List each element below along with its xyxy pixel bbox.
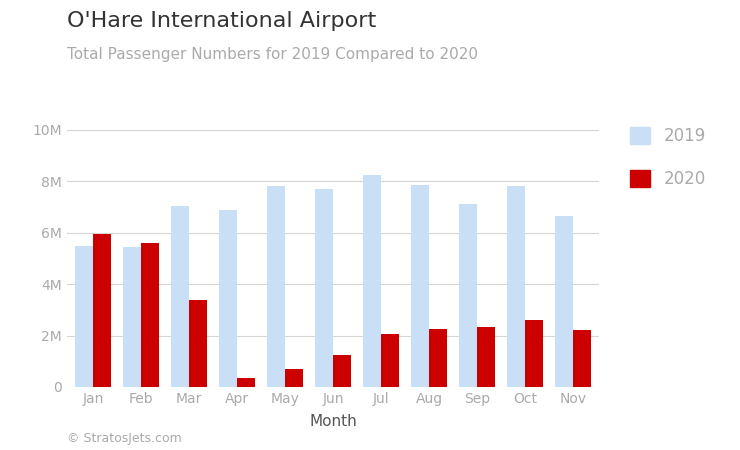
Bar [525,320,543,387]
Bar [429,329,447,387]
Bar [285,369,303,387]
Bar [314,189,333,387]
Bar [189,300,207,387]
Bar [75,246,93,387]
Bar [93,234,111,387]
Bar [141,243,159,387]
Bar [123,247,141,387]
Bar [411,185,429,387]
Bar [381,334,400,387]
Text: O'Hare International Airport: O'Hare International Airport [67,11,376,31]
Bar [507,186,525,387]
Bar [237,378,255,387]
Bar [459,204,477,387]
X-axis label: Month: Month [309,414,357,429]
Text: Total Passenger Numbers for 2019 Compared to 2020: Total Passenger Numbers for 2019 Compare… [67,47,477,62]
Bar [555,216,573,387]
Bar [333,355,352,387]
Bar [171,206,189,387]
Bar [219,210,237,387]
Bar [363,175,381,387]
Bar [477,327,495,387]
Bar [573,330,591,387]
Bar [266,186,285,387]
Text: © StratosJets.com: © StratosJets.com [67,432,181,445]
Legend: 2019, 2020: 2019, 2020 [624,120,713,194]
